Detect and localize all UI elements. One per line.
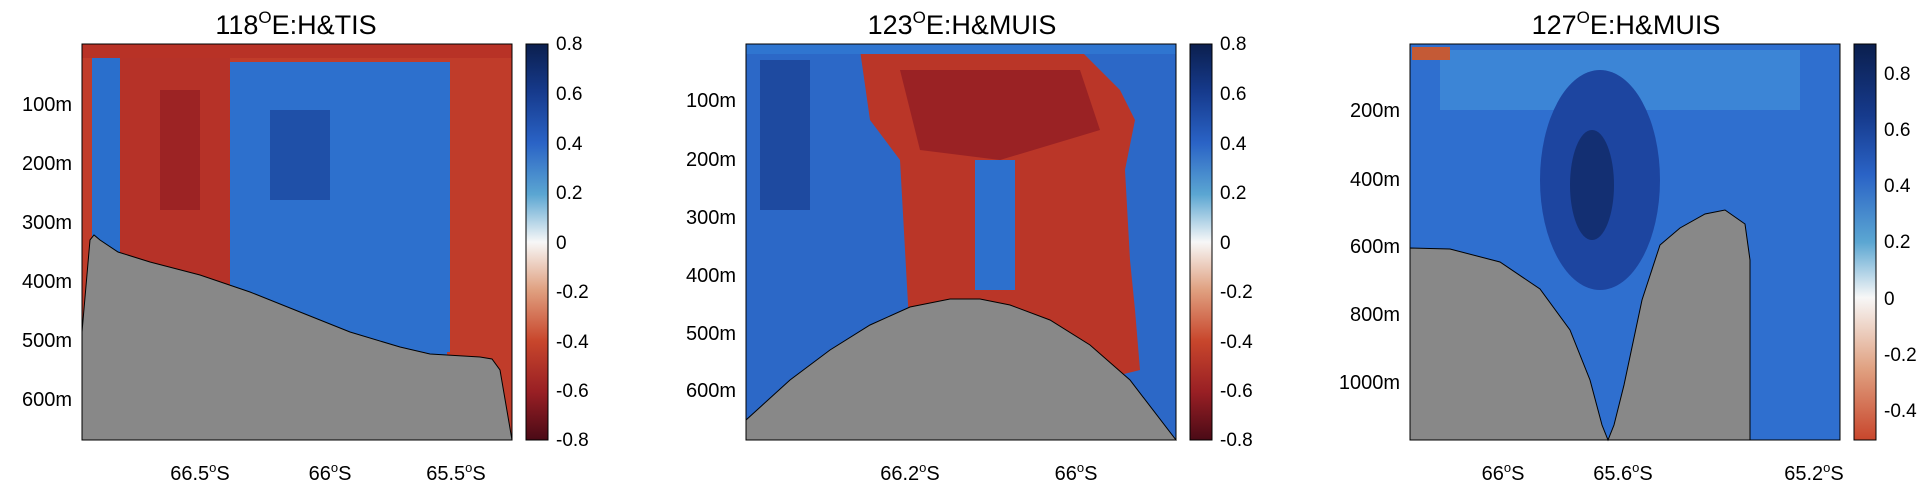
panel-1-ytick: 300m <box>22 212 72 234</box>
panel-3-ytick: 400m <box>1350 169 1400 191</box>
panel-3-xtick: 65.6oS <box>1593 460 1653 485</box>
panel-1-band-blue-right <box>425 230 447 355</box>
panel-1-cbtick: -0.8 <box>556 430 589 451</box>
panel-2-cbtick: 0.6 <box>1220 84 1246 105</box>
panel-1-cbtick: -0.6 <box>556 381 589 402</box>
panel-1-band-red-dark <box>160 90 200 210</box>
panel-3-cbtick: 0.2 <box>1884 232 1910 253</box>
panel-2-cbtick: -0.6 <box>1220 381 1253 402</box>
panel-1-xtick: 66.5oS <box>170 460 230 485</box>
panel-2-cbtick: -0.4 <box>1220 332 1253 353</box>
panel-1-cbtick: -0.4 <box>556 332 589 353</box>
panel-1-plot <box>81 43 513 441</box>
panel-2-ytick: 500m <box>686 323 736 345</box>
panel-2-band-red-dark <box>900 70 1100 160</box>
panel-2-xticks: 66.2oS 66oS <box>880 460 1097 485</box>
panel-1-cbtick: 0 <box>556 233 567 254</box>
panel-3-ytick: 200m <box>1350 100 1400 122</box>
panel-3-colorbar-bar <box>1853 43 1877 441</box>
panel-1-ytick: 200m <box>22 153 72 175</box>
panel-2-bathymetry <box>745 298 1178 441</box>
panel-3-cbtick: 0.6 <box>1884 120 1910 141</box>
panel-3-surface-patch <box>1412 47 1450 60</box>
panel-2: 123OE:H&MUIS 100m 200m 300m 400m 500m 60… <box>686 8 1253 485</box>
panel-2-band-blue-left-dark <box>760 60 810 210</box>
panel-3-cbtick: 0.4 <box>1884 176 1911 197</box>
panel-3-ytick: 600m <box>1350 236 1400 258</box>
panel-3-ytick: 800m <box>1350 304 1400 326</box>
panel-2-ytick: 400m <box>686 265 736 287</box>
panel-2-ytick: 200m <box>686 149 736 171</box>
panel-3: 127OE:H&MUIS 200m 400m 600m 800m 1000m 6… <box>1339 8 1917 485</box>
panel-1-ytick: 600m <box>22 389 72 411</box>
panel-2-xtick: 66.2oS <box>880 460 940 485</box>
panel-2-colorbar: 0.8 0.6 0.4 0.2 0 -0.2 -0.4 -0.6 -0.8 <box>1189 34 1253 451</box>
panel-1-band-blue-center-dark <box>270 110 330 200</box>
panel-1-colorbar-bar <box>525 43 549 441</box>
panel-3-title: 127OE:H&MUIS <box>1532 8 1721 40</box>
panel-3-cbtick: 0.8 <box>1884 64 1910 85</box>
panel-3-bathymetry <box>1409 209 1751 442</box>
panel-1-yticks: 100m 200m 300m 400m 500m 600m <box>22 94 72 411</box>
panel-3-core-darker <box>1570 130 1614 240</box>
panel-2-cbtick: -0.2 <box>1220 282 1253 303</box>
panel-1-cbtick: 0.8 <box>556 34 582 55</box>
panel-1: 118OE:H&TIS 100m 200m 300m 400m 500m 600… <box>22 8 589 485</box>
panel-1-xtick: 65.5oS <box>426 460 486 485</box>
panel-1-frame <box>81 43 513 441</box>
panel-3-xticks: 66oS 65.6oS 65.2oS <box>1482 460 1844 485</box>
panel-1-cbtick: 0.6 <box>556 84 582 105</box>
panel-2-frame <box>745 43 1177 441</box>
panel-3-colorbar: 0.8 0.6 0.4 0.2 0 -0.2 -0.4 <box>1853 43 1917 441</box>
panel-2-ytick: 300m <box>686 207 736 229</box>
panel-2-surface-layer <box>746 44 1176 54</box>
panel-2-cbtick: 0.4 <box>1220 134 1247 155</box>
panel-2-cbtick: 0.2 <box>1220 183 1246 204</box>
panel-3-xtick: 66oS <box>1482 460 1525 485</box>
panel-3-frame <box>1409 43 1841 441</box>
panel-1-ytick: 400m <box>22 271 72 293</box>
panel-3-plot <box>1409 43 1841 442</box>
panel-1-xticks: 66.5oS 66oS 65.5oS <box>170 460 486 485</box>
panel-2-cbtick: -0.8 <box>1220 430 1253 451</box>
panel-1-surface-layer <box>82 44 512 58</box>
panel-1-bathymetry <box>81 234 513 441</box>
panel-3-ytick: 1000m <box>1339 372 1400 394</box>
panel-2-colorbar-bar <box>1189 43 1213 441</box>
panel-3-cbtick: -0.4 <box>1884 401 1917 422</box>
panel-2-cbtick: 0.8 <box>1220 34 1246 55</box>
panel-1-ytick: 500m <box>22 330 72 352</box>
panel-1-cbtick: 0.2 <box>556 183 582 204</box>
panel-1-xtick: 66oS <box>309 460 352 485</box>
panel-2-xtick: 66oS <box>1055 460 1098 485</box>
panel-3-yticks: 200m 400m 600m 800m 1000m <box>1339 100 1400 394</box>
panel-2-plot <box>745 43 1178 441</box>
panel-2-yticks: 100m 200m 300m 400m 500m 600m <box>686 90 736 402</box>
panel-1-cbtick: 0.4 <box>556 134 583 155</box>
panel-2-cbtick: 0 <box>1220 233 1231 254</box>
panel-2-ytick: 100m <box>686 90 736 112</box>
panel-3-xtick: 65.2oS <box>1784 460 1844 485</box>
panel-1-ytick: 100m <box>22 94 72 116</box>
panel-2-inner-column <box>975 160 1015 290</box>
panel-2-ytick: 600m <box>686 380 736 402</box>
panel-2-title: 123OE:H&MUIS <box>868 8 1057 40</box>
panel-1-cbtick: -0.2 <box>556 282 589 303</box>
panel-3-cbtick: -0.2 <box>1884 345 1917 366</box>
panel-3-cbtick: 0 <box>1884 289 1895 310</box>
panel-1-colorbar: 0.8 0.6 0.4 0.2 0 -0.2 -0.4 -0.6 -0.8 <box>525 34 589 451</box>
panel-1-title: 118OE:H&TIS <box>215 8 376 40</box>
